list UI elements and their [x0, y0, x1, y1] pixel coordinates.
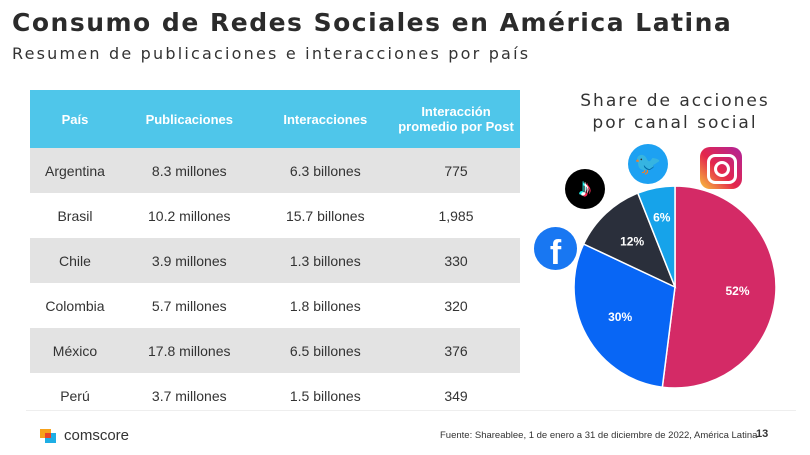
table-row: Colombia 5.7 millones 1.8 billones 320 — [30, 283, 520, 328]
table-cell: 15.7 billones — [258, 193, 392, 238]
footer-divider — [26, 410, 796, 411]
table-cell: 330 — [392, 238, 520, 283]
table-row: Argentina 8.3 millones 6.3 billones 775 — [30, 148, 520, 193]
chart-title: Share de acciones por canal social — [580, 91, 770, 133]
page-number: 13 — [756, 428, 769, 440]
table-cell: 320 — [392, 283, 520, 328]
instagram-icon — [700, 147, 742, 189]
table-cell: Colombia — [30, 283, 120, 328]
facebook-icon: f — [534, 227, 577, 270]
table-cell: 3.9 millones — [119, 238, 259, 283]
table-row: Brasil 10.2 millones 15.7 billones 1,985 — [30, 193, 520, 238]
pie-slice-facebook — [573, 242, 676, 389]
table-cell: Chile — [30, 238, 120, 283]
table-row: Chile 3.9 millones 1.3 billones 330 — [30, 238, 520, 283]
pie-slice-label: 6% — [653, 211, 671, 225]
table-cell: 1,985 — [392, 193, 520, 238]
column-header: Interacciones — [258, 90, 392, 148]
comscore-logo-icon — [40, 428, 56, 443]
column-header: Publicaciones — [119, 90, 259, 148]
table-cell: Argentina — [30, 148, 120, 193]
pie-slice-instagram — [661, 185, 777, 389]
brand-name: comscore — [64, 427, 130, 444]
pie-slice-label: 12% — [620, 234, 644, 248]
tiktok-icon: ♪ — [565, 169, 605, 209]
pie-slice-twitter — [636, 185, 676, 288]
source-note: Fuente: Shareablee, 1 de enero a 31 de d… — [440, 430, 758, 441]
table-cell: 775 — [392, 148, 520, 193]
table-cell: 376 — [392, 328, 520, 373]
pie-slice-tiktok — [582, 192, 677, 289]
comscore-logo: comscore — [40, 427, 129, 444]
table-cell: 1.3 billones — [258, 238, 392, 283]
table-cell: 8.3 millones — [119, 148, 259, 193]
table-cell: Brasil — [30, 193, 120, 238]
page-title: Consumo de Redes Sociales en América Lat… — [12, 8, 733, 37]
table-cell: México — [30, 328, 120, 373]
table-cell: 5.7 millones — [119, 283, 259, 328]
table-header-row: País Publicaciones Interacciones Interac… — [30, 90, 520, 148]
table-row: México 17.8 millones 6.5 billones 376 — [30, 328, 520, 373]
pie-slice-label: 52% — [725, 284, 749, 298]
table-cell: 10.2 millones — [119, 193, 259, 238]
column-header: País — [30, 90, 120, 148]
column-header: Interacción promedio por Post — [392, 90, 520, 148]
page-subtitle: Resumen de publicaciones e interacciones… — [12, 44, 531, 63]
twitter-icon: 🐦 — [628, 144, 668, 184]
pie-slice-label: 30% — [608, 310, 632, 324]
table-cell: 6.5 billones — [258, 328, 392, 373]
table-cell: 17.8 millones — [119, 328, 259, 373]
table-cell: 1.8 billones — [258, 283, 392, 328]
table-cell: 6.3 billones — [258, 148, 392, 193]
